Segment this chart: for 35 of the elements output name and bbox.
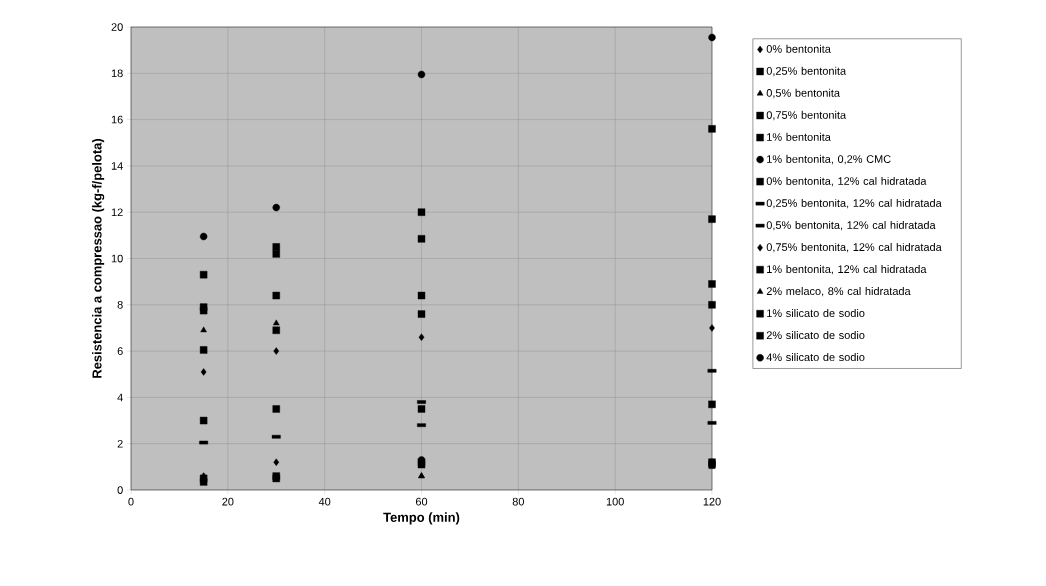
y-tick-label: 8 bbox=[117, 300, 123, 309]
y-tick-label: 14 bbox=[111, 162, 123, 170]
y-tick-label: 6 bbox=[117, 347, 123, 355]
legend-label: 2% silicato de sodio bbox=[766, 331, 865, 340]
legend-label: 1% bentonita, 12% cal hidratada bbox=[767, 264, 927, 275]
legend-label: 0,5% bentonita, 12% cal hidratada bbox=[766, 220, 936, 231]
legend-label: 0% bentonita, 12% cal hidratada bbox=[766, 176, 927, 187]
x-tick-label: 120 bbox=[703, 497, 721, 506]
x-tick-label: 20 bbox=[222, 497, 234, 506]
y-tick-label: 16 bbox=[111, 115, 123, 124]
x-tick-label: 80 bbox=[512, 497, 524, 506]
legend-label: 0,75% bentonita bbox=[766, 110, 847, 121]
legend-label: 0,25% bentonita bbox=[766, 66, 847, 77]
legend-label: 4% silicato de sodio bbox=[766, 353, 865, 362]
x-tick-label: 40 bbox=[318, 497, 331, 506]
legend-label: 0,75% bentonita, 12% cal hidratada bbox=[766, 242, 942, 253]
y-axis-title: Resistencia a compressao (kg-f/pelota) bbox=[92, 138, 105, 378]
legend-label: 1% bentonita bbox=[767, 132, 831, 141]
legend-label: 1% silicato de sodio bbox=[767, 309, 865, 318]
x-tick-label: 60 bbox=[415, 497, 428, 506]
legend-label: 1% bentonita, 0,2% CMC bbox=[767, 154, 891, 165]
legend-label: 0,5% bentonita bbox=[766, 88, 840, 99]
y-tick-label: 12 bbox=[111, 208, 123, 217]
x-tick-label: 0 bbox=[128, 497, 134, 506]
y-tick-label: 10 bbox=[111, 254, 123, 263]
legend-label: 2% melaco, 8% cal hidratada bbox=[766, 286, 911, 297]
y-tick-label: 0 bbox=[117, 486, 123, 494]
y-tick-label: 2 bbox=[117, 439, 123, 448]
legend-label: 0,25% bentonita, 12% cal hidratada bbox=[766, 198, 942, 209]
legend-label: 0% bentonita bbox=[766, 44, 831, 53]
x-axis-title: Tempo (min) bbox=[383, 512, 460, 525]
y-tick-label: 4 bbox=[117, 393, 123, 402]
x-tick-label: 100 bbox=[606, 497, 624, 506]
y-tick-label: 18 bbox=[111, 69, 123, 78]
y-tick-label: 20 bbox=[111, 23, 123, 31]
